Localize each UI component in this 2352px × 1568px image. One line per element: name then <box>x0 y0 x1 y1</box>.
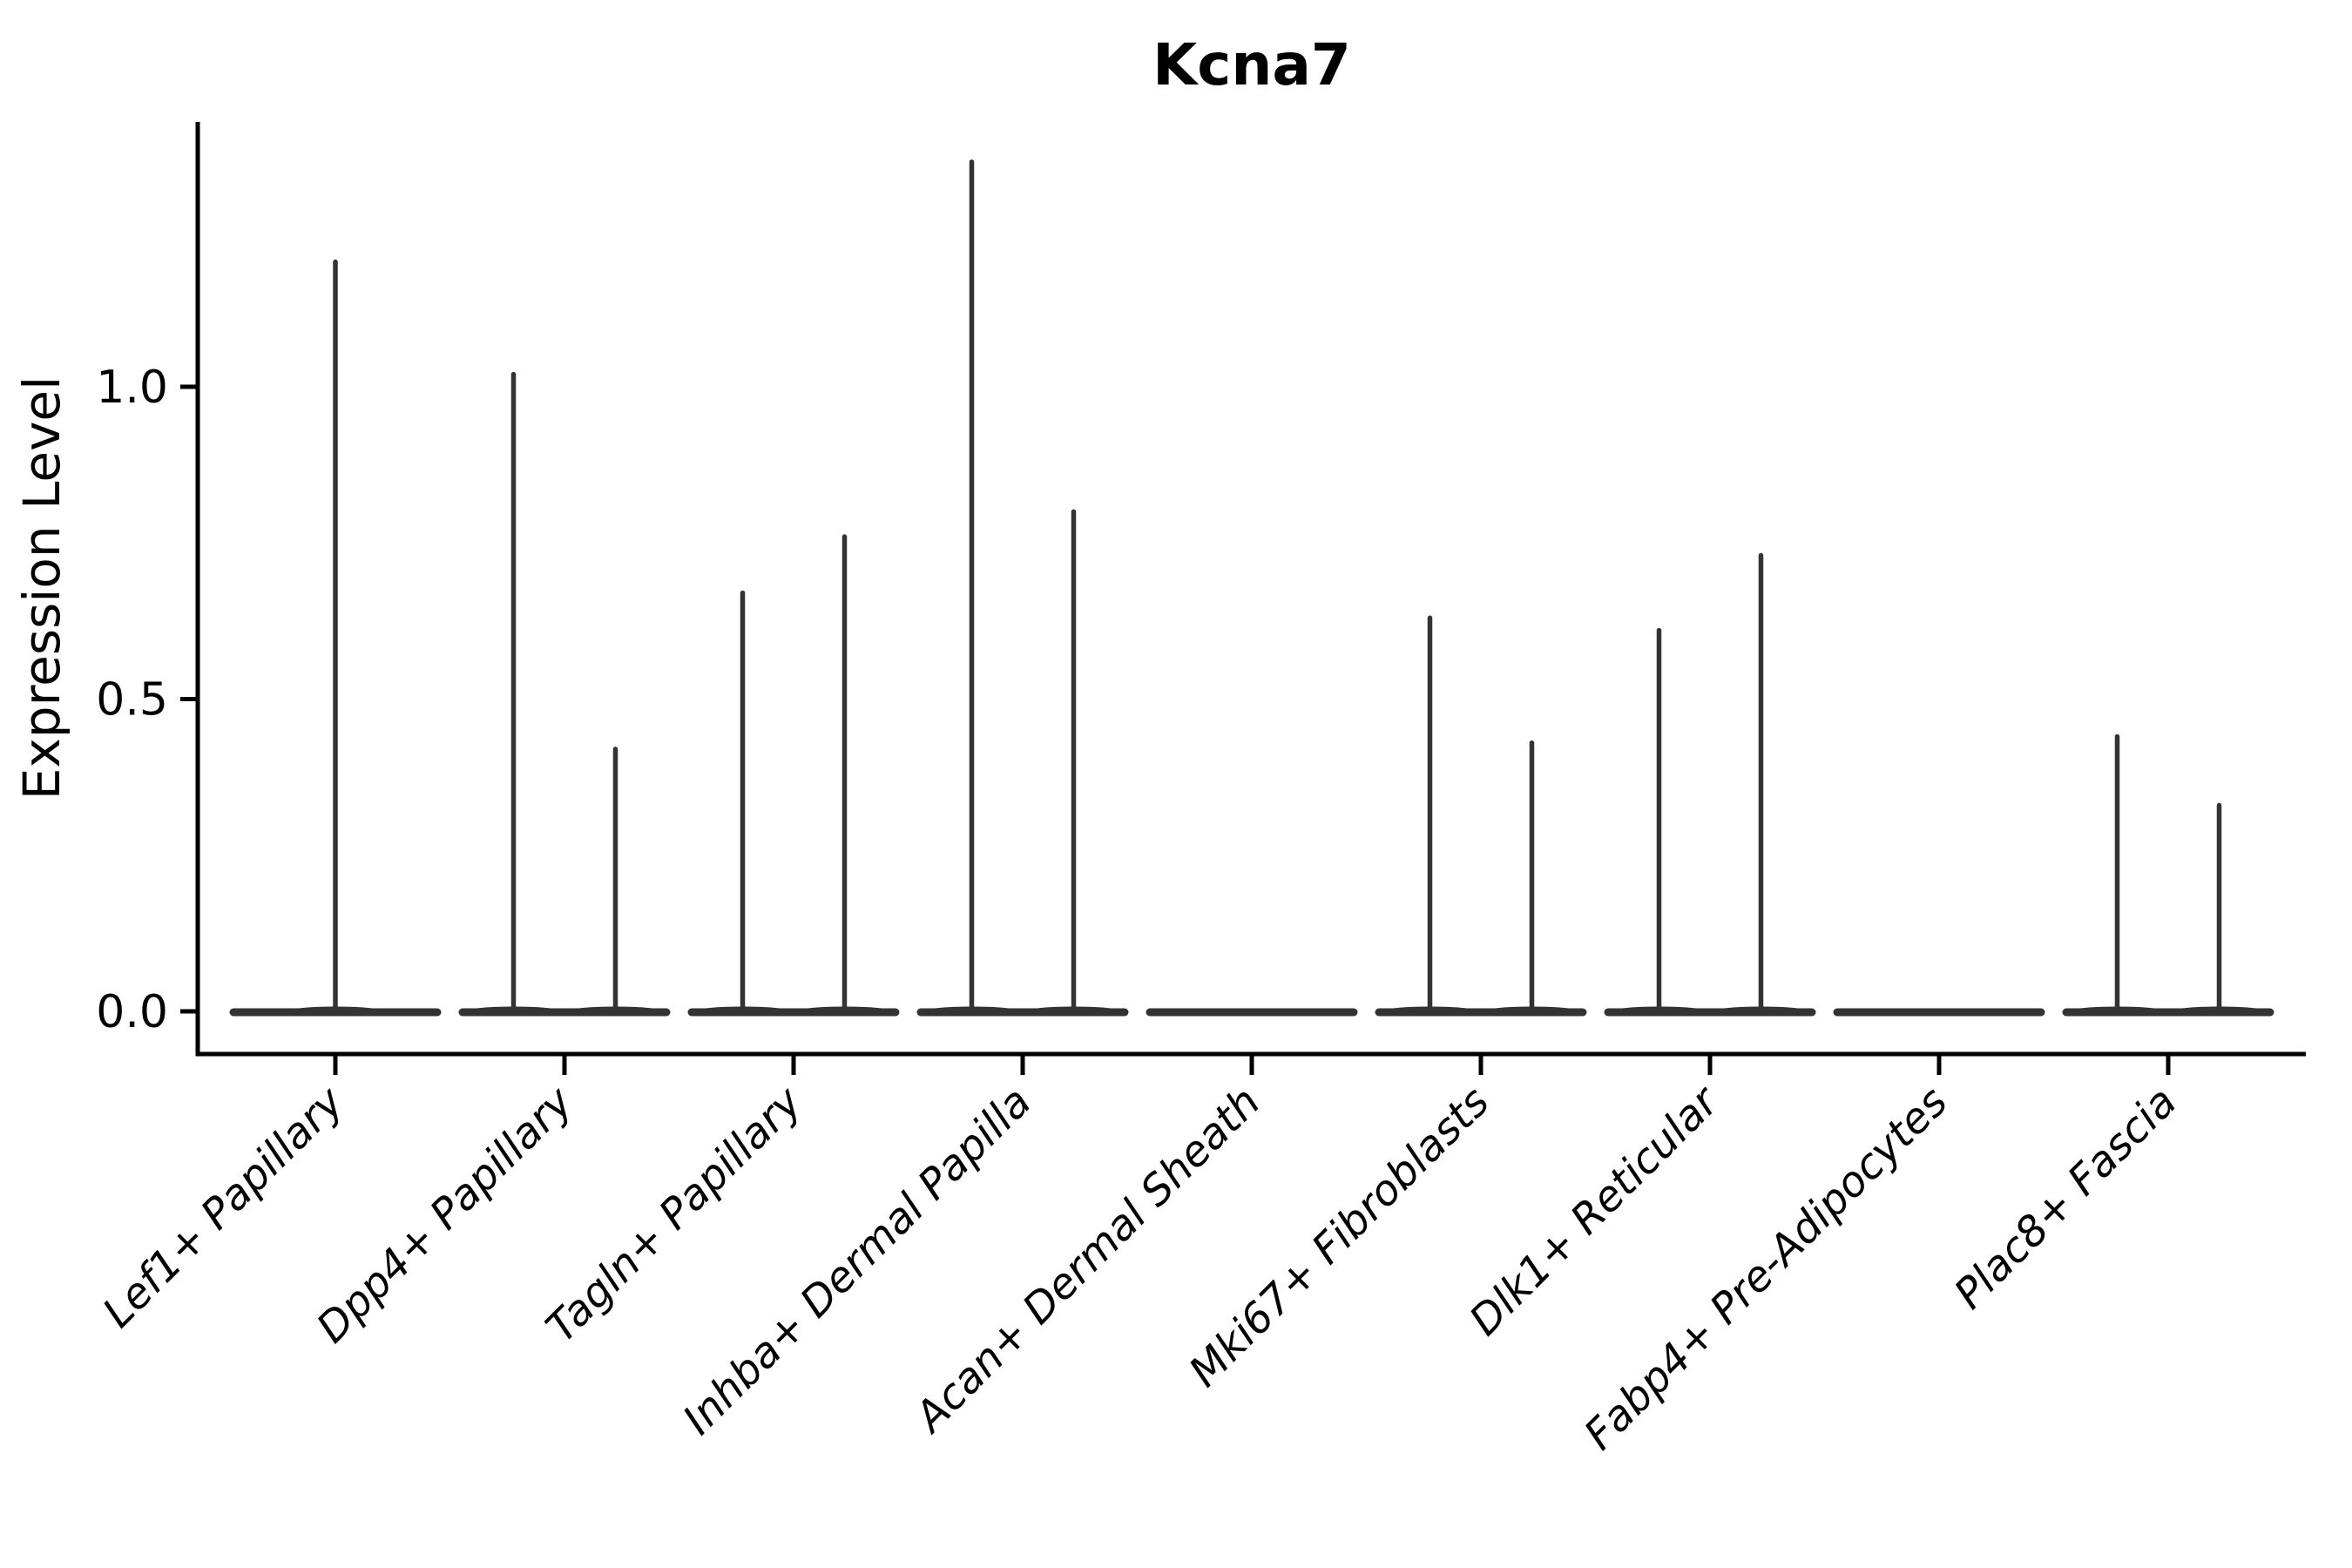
y-tick-label: 0.0 <box>96 986 168 1038</box>
x-axis-ticks <box>333 1056 2171 1075</box>
y-axis-ticks: 0.0 0.5 1.0 <box>96 362 196 1038</box>
y-tick-label: 0.5 <box>96 674 168 727</box>
y-axis-label: Expression Level <box>12 376 71 800</box>
y-tick-label: 1.0 <box>96 362 168 414</box>
chart-title: Kcna7 <box>1152 31 1351 98</box>
violins <box>229 159 2274 1017</box>
